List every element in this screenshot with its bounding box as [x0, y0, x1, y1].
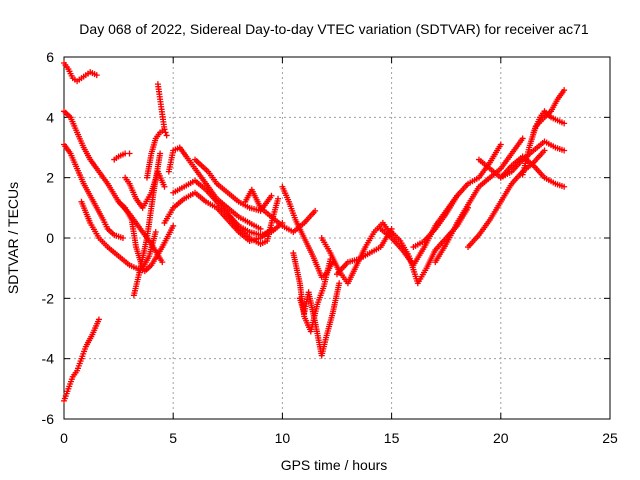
chart-title: Day 068 of 2022, Sidereal Day-to-day VTE…	[79, 21, 589, 37]
series-track-21	[318, 219, 395, 287]
data-point	[163, 132, 170, 139]
series-track-6	[111, 150, 133, 163]
data-point	[497, 141, 504, 148]
series-track-7	[115, 198, 159, 272]
data-point	[519, 135, 526, 142]
series-track-10	[154, 81, 170, 139]
series-track-26	[432, 135, 526, 266]
x-tick-label: 20	[493, 430, 509, 446]
x-axis-label: GPS time / hours	[281, 457, 388, 473]
series-track-31	[530, 108, 568, 136]
data-point	[95, 316, 102, 323]
data-point	[119, 235, 126, 241]
data-point	[162, 129, 169, 136]
data-point	[336, 280, 343, 287]
series-track-1	[61, 60, 100, 85]
x-tick-label: 0	[60, 430, 68, 446]
y-tick-label: 2	[46, 170, 54, 186]
data-point	[257, 225, 264, 232]
y-tick-label: 4	[46, 109, 54, 125]
series-track-18	[279, 183, 336, 281]
series-track-25	[410, 141, 504, 251]
y-tick-label: -6	[42, 411, 55, 427]
x-tick-label: 5	[169, 430, 177, 446]
data-point	[93, 72, 100, 79]
y-tick-label: -4	[42, 351, 55, 367]
y-tick-label: 0	[46, 230, 54, 246]
data-point	[157, 150, 164, 157]
series-track-2	[61, 316, 102, 404]
axis-ticks: 0 5 10 15 20 25 -6 -4 -2 0 2 4 6	[42, 49, 618, 446]
y-tick-label: -2	[42, 290, 55, 306]
x-tick-label: 15	[384, 430, 400, 446]
series-track-5	[78, 198, 177, 275]
data-point	[561, 87, 568, 94]
data-point	[161, 183, 168, 190]
data-point	[561, 120, 568, 127]
data-point	[161, 126, 168, 133]
series-track-16	[224, 195, 282, 248]
x-tick-label: 10	[275, 430, 291, 446]
data-point	[159, 259, 166, 266]
data-point	[561, 183, 568, 190]
series-track-4	[61, 141, 126, 241]
data-point	[152, 228, 159, 235]
data-points	[61, 60, 568, 404]
data-point	[541, 147, 548, 154]
data-point	[275, 195, 282, 202]
data-point	[170, 222, 177, 229]
y-tick-label: 6	[46, 49, 54, 65]
y-axis-label: SDTVAR / TECUs	[5, 182, 21, 294]
x-tick-label: 25	[602, 430, 618, 446]
series-track-12	[165, 144, 264, 232]
data-point	[126, 150, 133, 157]
series-track-9	[143, 126, 168, 181]
series-track-3	[61, 108, 166, 266]
data-point	[561, 147, 568, 154]
series-track-11	[122, 168, 168, 211]
data-point	[268, 192, 275, 199]
series-track-15	[192, 156, 275, 214]
series-track-20	[296, 280, 343, 359]
data-point	[312, 207, 319, 214]
